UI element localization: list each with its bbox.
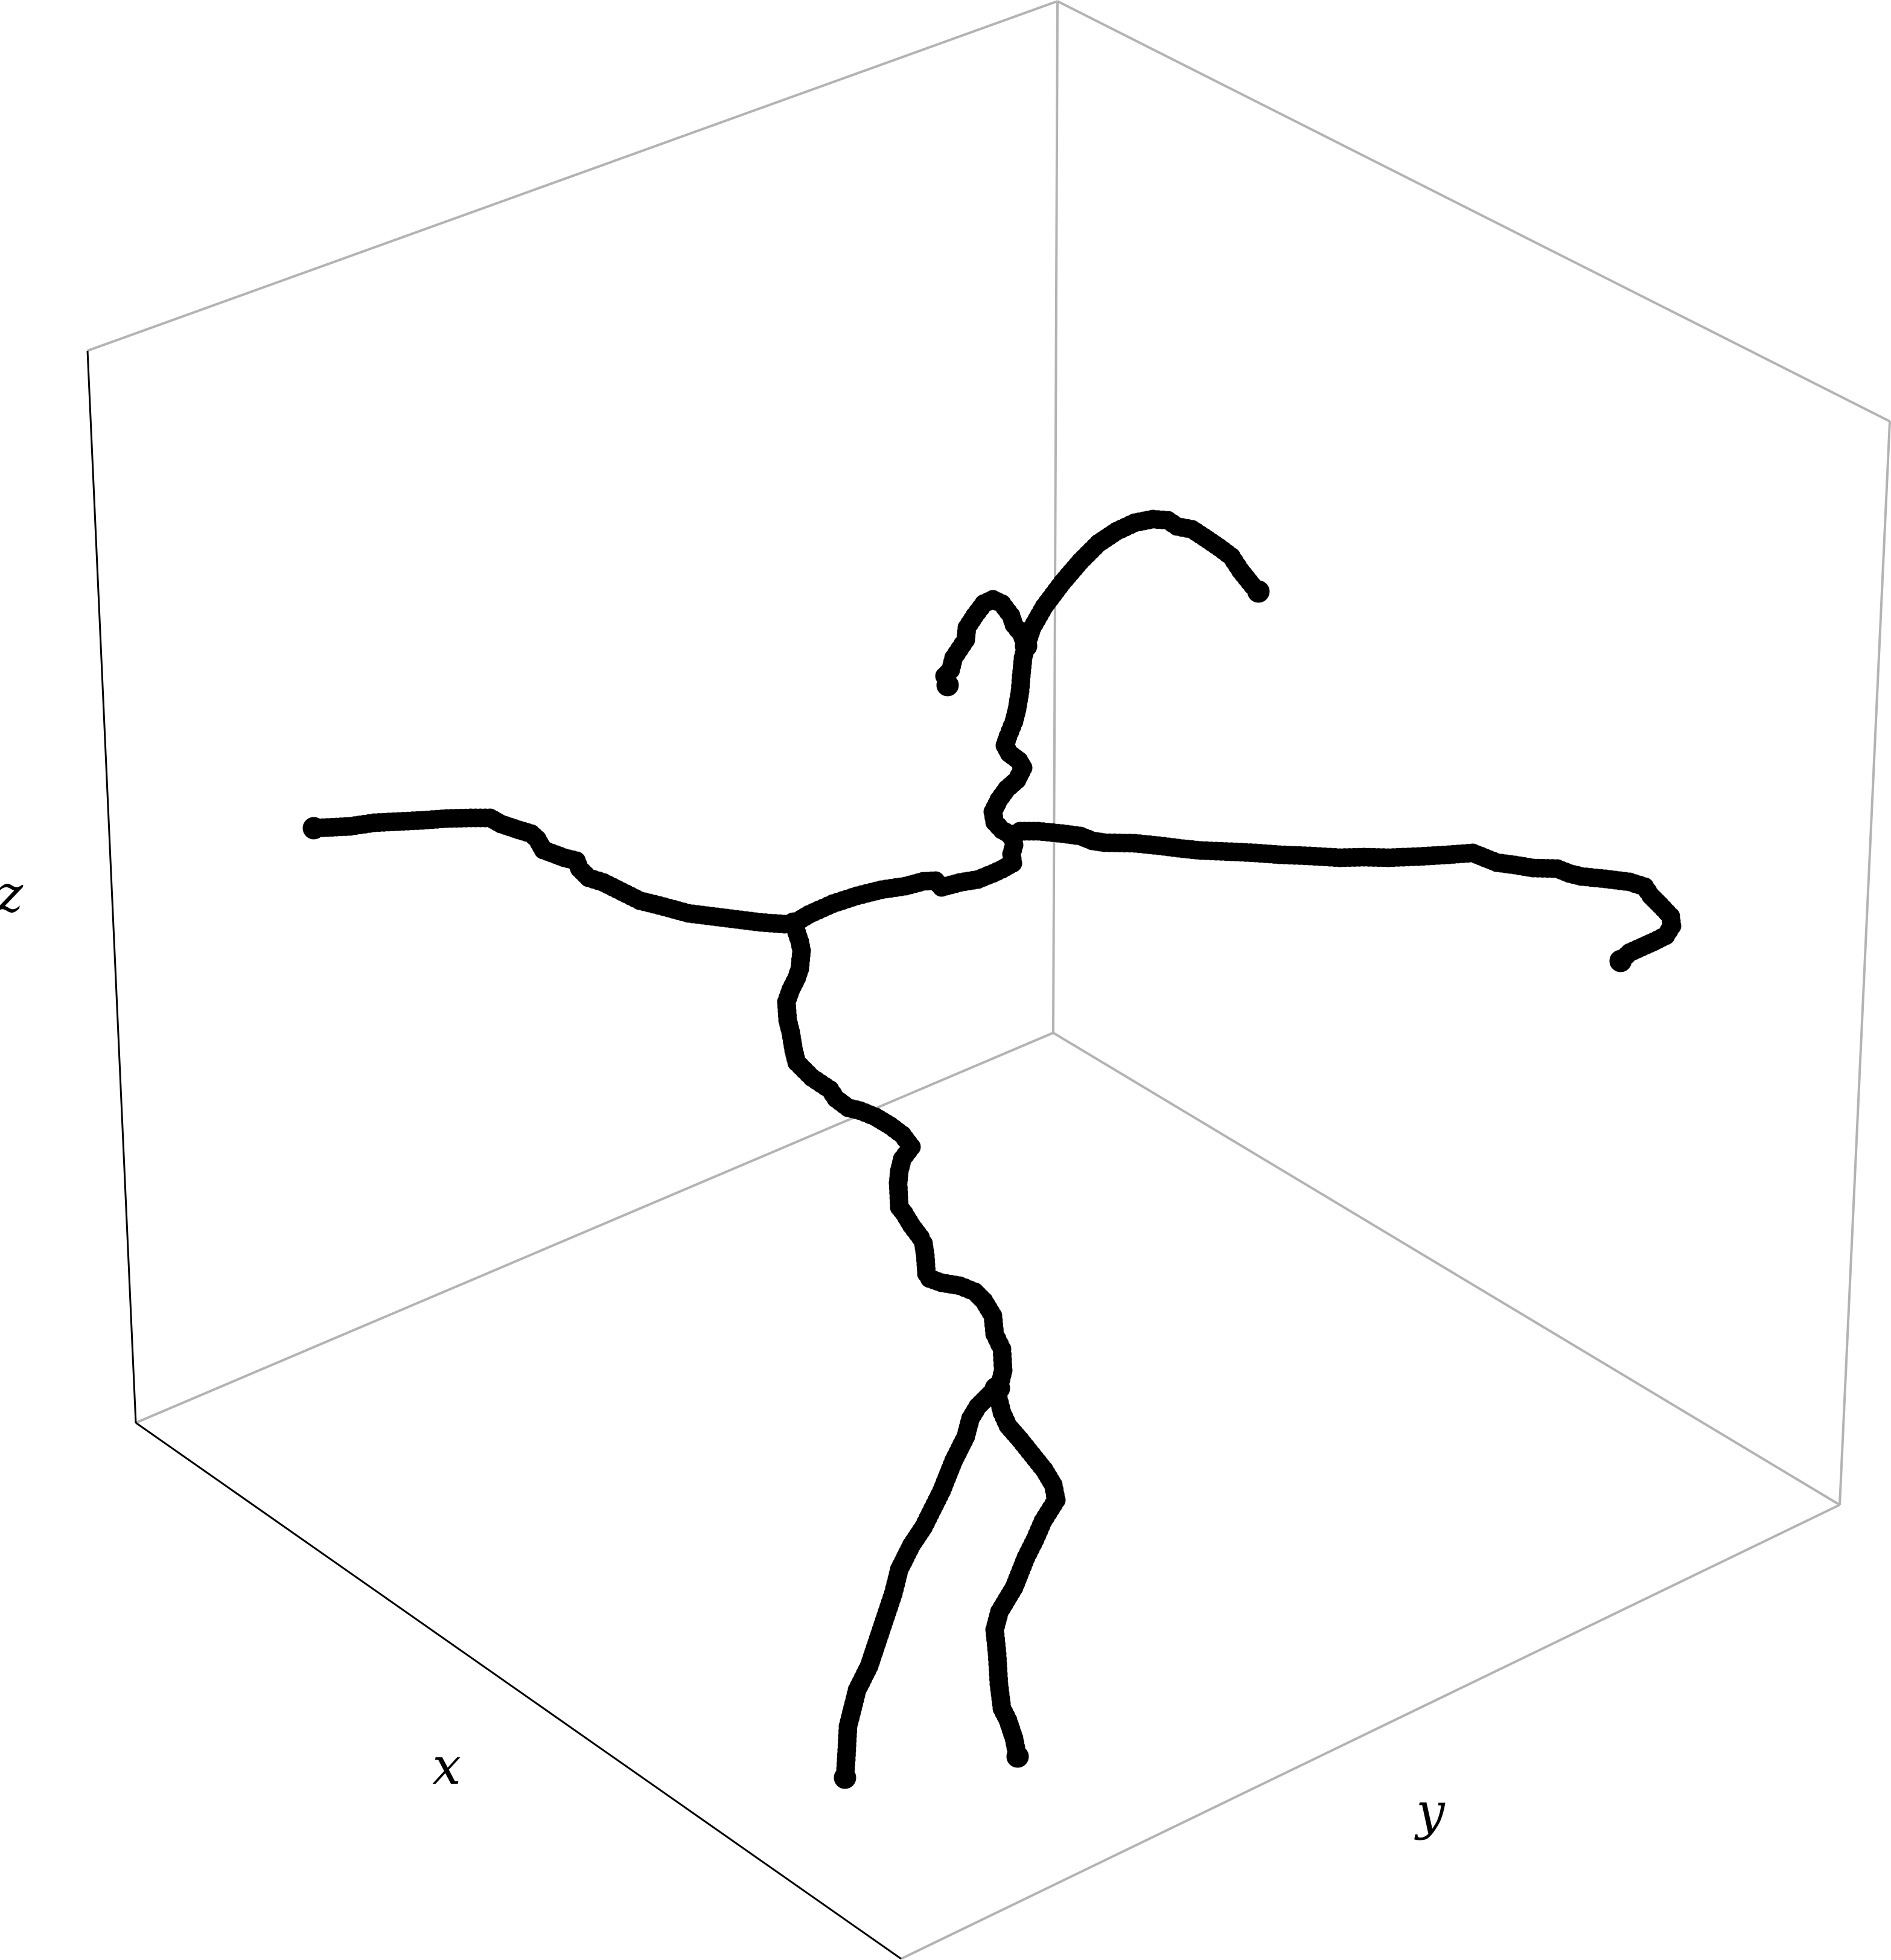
box-edge-back-top-left [87,0,1058,352]
box-front-edges [86,350,902,1960]
branch-lower-left [834,1377,1010,1789]
branch-upper-stem [983,636,1036,846]
box-edge-bottom-right-front [901,1504,1840,1960]
branch-endpoint [1609,950,1632,972]
branch-trunk [777,914,1013,1398]
branch-lower-right [984,1377,1066,1768]
y-axis-label: y [1414,1782,1446,1841]
box-edge-back-vertical [1052,1,1059,1033]
z-axis-label: z [0,864,24,924]
x-axis-label: x [432,1737,461,1796]
box-edge-left-vertical [86,350,137,1423]
branch-upper-right [1015,509,1270,657]
box-edge-back-top-right [1057,0,1890,423]
series-layer [302,509,1682,1789]
branch-endpoint [834,1766,856,1789]
box-edge-right-vertical [1838,421,1891,1505]
branch-endpoint [1015,634,1038,657]
branch-left-arm [302,808,805,935]
box-edge-x-axis [135,1422,902,1960]
box-edge-back-bottom-right [1052,1032,1841,1506]
branch-endpoint [1247,580,1270,603]
branch-endpoint [302,817,325,840]
box-back-edges [87,0,1891,1960]
branch-endpoint [1006,1745,1029,1768]
branch-to-center [784,826,1024,933]
branch-endpoint [936,674,959,697]
branch-right-arm [1001,822,1682,972]
box-edge-back-bottom-left [135,1032,1054,1424]
